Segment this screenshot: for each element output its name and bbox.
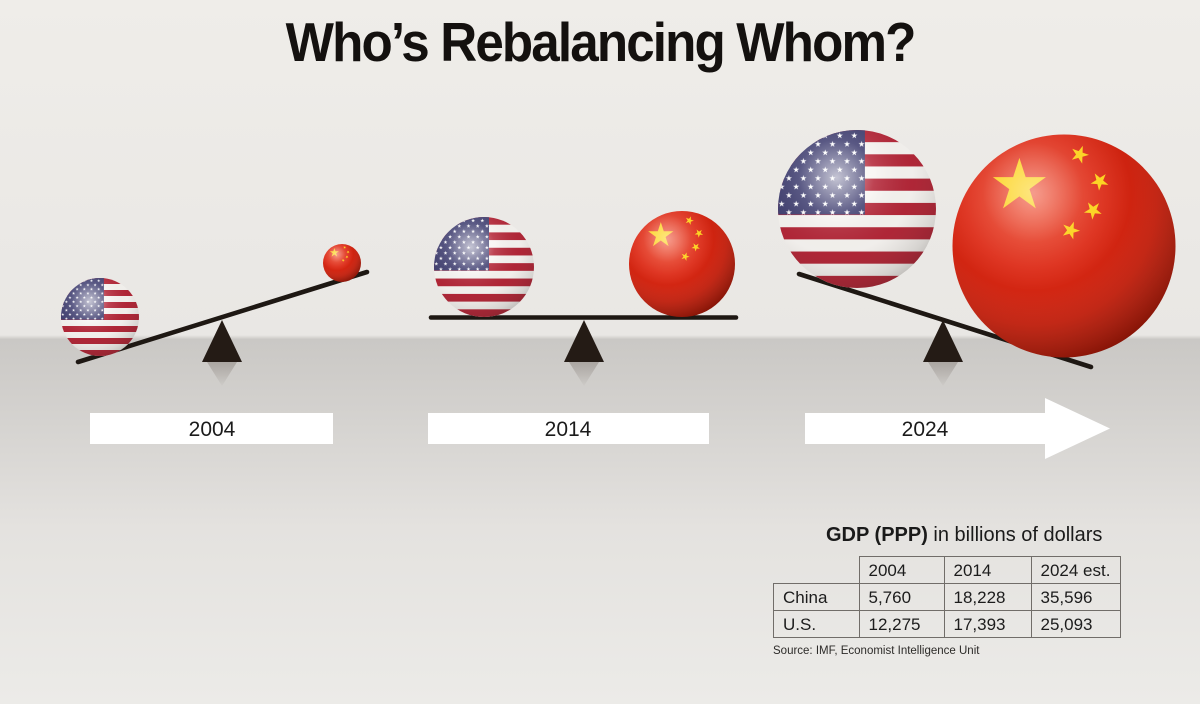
gdp-table-title: GDP (PPP) in billions of dollars [826,524,1102,547]
gdp-us-2014: 17,393 [943,610,1032,638]
gdp-title-bold: GDP (PPP) [826,524,928,546]
fulcrum-2014 [564,320,604,386]
gdp-china-2004: 5,760 [858,583,945,611]
us-flag-ball-2014 [433,216,535,318]
gdp-row-label-china: China [773,583,860,611]
page-title: Who’s Rebalancing Whom? [0,10,1200,74]
gdp-us-2024: 25,093 [1030,610,1121,638]
arrow-segment-2014 [428,413,709,444]
year-label-2004: 2004 [189,418,236,441]
fulcrum-2024 [923,320,963,386]
arrow-segment-2024 [805,413,1045,444]
gdp-china-2024: 35,596 [1030,583,1121,611]
gdp-col-header-2004: 2004 [858,556,945,584]
gdp-china-2014: 18,228 [943,583,1032,611]
table-row: U.S. 12,275 17,393 25,093 [773,610,1121,638]
gdp-title-rest: in billions of dollars [927,524,1103,546]
china-flag-ball-2014 [629,211,735,317]
table-row: China 5,760 18,228 35,596 [773,583,1121,611]
seesaw-2004 [60,244,370,386]
seesaw-2014 [428,211,739,386]
gdp-row-label-us: U.S. [773,610,860,638]
china-flag-ball-2024 [953,135,1176,358]
fulcrum-2004 [202,320,242,386]
china-flag-ball-2004 [323,244,361,282]
source-note: Source: IMF, Economist Intelligence Unit [773,645,980,657]
page-title-text: Who’s Rebalancing Whom? [285,11,917,73]
arrow-segment-2004 [90,413,333,444]
gdp-table: 2004 2014 2024 est. China 5,760 18,228 3… [773,556,1121,638]
gdp-corner-cell [774,557,860,584]
beam-2004 [75,269,370,365]
gdp-header-row: 2004 2014 2024 est. [774,556,1121,584]
gdp-col-header-2014: 2014 [943,556,1032,584]
year-label-2024: 2024 [902,418,949,441]
gdp-us-2004: 12,275 [858,610,945,638]
year-label-2014: 2014 [545,418,592,441]
seesaw-2024 [776,128,1175,386]
gdp-col-header-2024: 2024 est. [1030,556,1121,584]
us-flag-ball-2024 [776,128,937,289]
timeline-arrow: 2004 2014 2024 [90,398,1110,459]
arrow-head-icon [1045,398,1110,459]
